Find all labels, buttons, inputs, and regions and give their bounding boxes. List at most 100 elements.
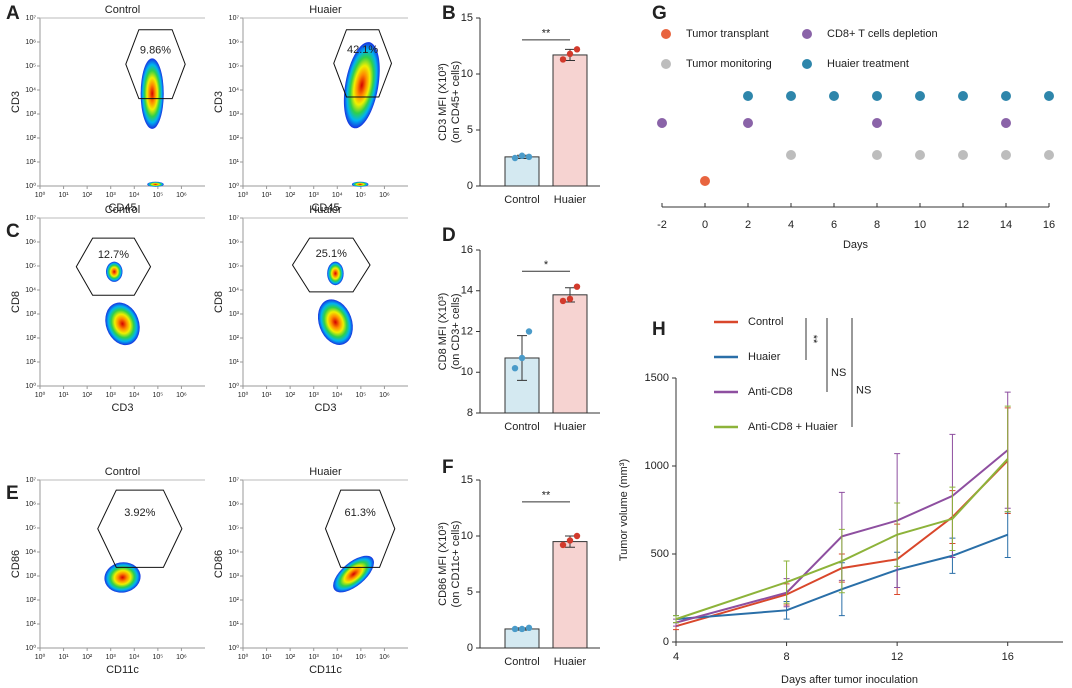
legend-swatch xyxy=(802,59,812,69)
legend-label: Tumor transplant xyxy=(686,28,769,40)
y-tick-label: 10⁶ xyxy=(228,39,239,46)
event-dot xyxy=(1001,150,1011,160)
x-tick-label: Huaier xyxy=(554,656,587,668)
data-point xyxy=(511,364,519,372)
y-tick-label: 10² xyxy=(229,335,240,342)
event-dot xyxy=(872,150,882,160)
x-tick-label: 10³ xyxy=(106,654,117,661)
y-tick-label: 10⁴ xyxy=(25,87,36,94)
x-tick-label: Huaier xyxy=(554,194,587,206)
x-tick-label: 10⁵ xyxy=(153,392,164,399)
x-tick-label: 10⁶ xyxy=(379,392,390,399)
y-tick-label: 10⁶ xyxy=(228,239,239,246)
event-dot xyxy=(1044,150,1054,160)
bar xyxy=(552,541,588,649)
y-tick-label: 10³ xyxy=(229,111,240,118)
y-tick-label: 10² xyxy=(26,135,37,142)
legend-label: Anti-CD8 + Huaier xyxy=(748,421,838,433)
data-point xyxy=(566,50,574,58)
y-tick-label: 1000 xyxy=(645,460,669,472)
data-point xyxy=(559,541,567,549)
y-axis-label: CD86 xyxy=(10,550,22,578)
plot-title: Huaier xyxy=(309,204,342,216)
x-axis-label: Days xyxy=(843,239,869,251)
y-tick-label: 10² xyxy=(229,597,240,604)
y-tick-label: 10⁵ xyxy=(228,63,239,70)
y-tick-label: 10¹ xyxy=(26,359,37,366)
x-axis-label: CD3 xyxy=(314,402,336,414)
y-axis-label: (on CD11c+ cells) xyxy=(450,521,462,608)
y-tick-label: 10¹ xyxy=(229,359,240,366)
x-tick-label: 16 xyxy=(1002,651,1014,663)
y-tick-label: 10³ xyxy=(26,311,37,318)
data-point xyxy=(518,354,526,362)
y-tick-label: 12 xyxy=(461,325,473,337)
event-dot xyxy=(872,118,882,128)
density-blob xyxy=(147,181,164,187)
y-tick-label: 5 xyxy=(467,124,473,136)
x-tick-label: Control xyxy=(504,656,539,668)
y-tick-label: 10¹ xyxy=(229,159,240,166)
y-tick-label: 10⁴ xyxy=(25,549,36,556)
y-tick-label: 16 xyxy=(461,244,473,256)
y-tick-label: 10² xyxy=(229,135,240,142)
panel-letter: F xyxy=(442,457,454,478)
x-tick-label: 10¹ xyxy=(262,654,273,661)
event-dot xyxy=(915,91,925,101)
x-tick-label: 10⁰ xyxy=(35,191,46,199)
x-tick-label: 10⁰ xyxy=(238,391,249,399)
x-tick-label: 10⁰ xyxy=(35,391,46,399)
plot-frame xyxy=(39,218,205,387)
legend-label: CD8+ T cells depletion xyxy=(827,28,938,40)
x-tick-label: 10⁰ xyxy=(35,653,46,661)
gate-label: 61.3% xyxy=(345,507,376,519)
event-dot xyxy=(915,150,925,160)
x-tick-label: 10¹ xyxy=(262,392,273,399)
significance-label: ** xyxy=(807,335,819,344)
data-point xyxy=(566,295,574,303)
y-tick-label: 10 xyxy=(461,366,473,378)
y-tick-label: 1500 xyxy=(645,372,669,384)
x-tick-label: 8 xyxy=(784,651,790,663)
x-tick-label: 10⁴ xyxy=(332,392,343,399)
data-point xyxy=(573,532,581,540)
gate-label: 25.1% xyxy=(316,248,347,260)
x-tick-label: 10² xyxy=(285,192,296,199)
y-axis-label: CD3 xyxy=(10,91,22,113)
density-blob xyxy=(106,261,123,282)
x-tick-label: 10⁵ xyxy=(356,654,367,661)
y-tick-label: 10⁰ xyxy=(228,644,239,652)
gate-label: 9.86% xyxy=(140,44,171,56)
y-tick-label: 10⁵ xyxy=(25,525,36,532)
x-tick-label: 10³ xyxy=(106,192,117,199)
y-tick-label: 10⁶ xyxy=(25,239,36,246)
x-tick-label: 12 xyxy=(957,219,969,231)
data-point xyxy=(525,624,533,632)
y-tick-label: 10 xyxy=(461,530,473,542)
x-tick-label: 10³ xyxy=(106,392,117,399)
event-dot xyxy=(1001,91,1011,101)
y-axis-label: CD86 xyxy=(213,550,225,578)
plot-title: Control xyxy=(105,466,140,478)
legend-swatch xyxy=(661,29,671,39)
y-tick-label: 0 xyxy=(663,636,669,648)
data-point xyxy=(511,625,519,633)
data-point xyxy=(525,328,533,335)
event-dot xyxy=(1044,91,1054,101)
y-tick-label: 10² xyxy=(26,597,37,604)
panel-letter: G xyxy=(652,3,667,24)
x-tick-label: 12 xyxy=(891,651,903,663)
y-tick-label: 10¹ xyxy=(229,621,240,628)
gate-label: 42.1% xyxy=(347,44,378,56)
gate xyxy=(333,29,393,98)
legend-label: Control xyxy=(748,316,783,328)
x-tick-label: Huaier xyxy=(554,421,587,433)
legend-label: Huaier treatment xyxy=(827,58,909,70)
panel-letter: H xyxy=(652,319,666,340)
x-tick-label: 10¹ xyxy=(262,192,273,199)
event-dot xyxy=(657,118,667,128)
x-tick-label: 10⁵ xyxy=(356,192,367,199)
y-tick-label: 0 xyxy=(467,642,473,654)
